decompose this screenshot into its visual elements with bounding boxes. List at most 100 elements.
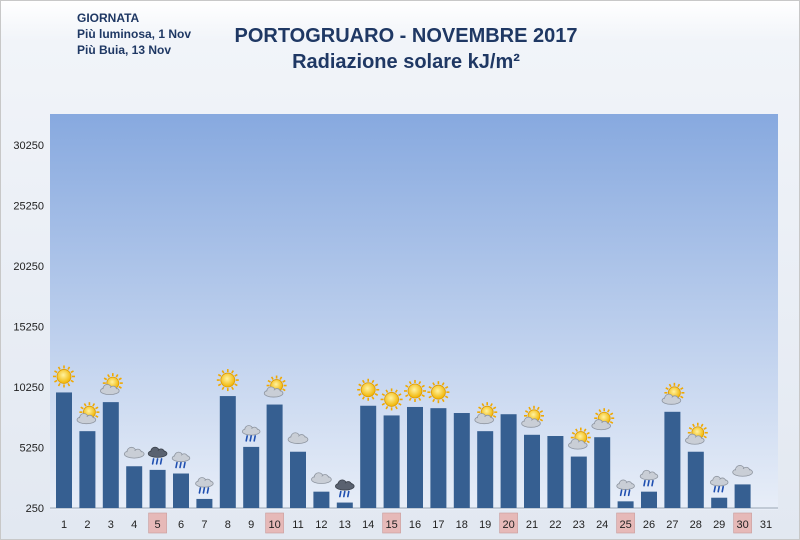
cloud-icon <box>123 446 145 459</box>
x-tick-label-11: 11 <box>292 519 303 531</box>
x-tick-label-15: 15 <box>385 519 397 531</box>
sun-icon <box>427 381 450 404</box>
y-tick-label: 25250 <box>13 201 44 213</box>
x-tick-label-20: 20 <box>502 519 514 531</box>
bar-day-8 <box>219 396 236 508</box>
bar-day-25 <box>617 501 634 508</box>
x-tick-label-8: 8 <box>225 519 231 531</box>
bar-day-28 <box>687 451 704 508</box>
weekend-marker-20 <box>499 512 518 534</box>
x-tick-label-6: 6 <box>178 519 184 531</box>
bar-day-23 <box>570 456 587 508</box>
chart-subtitle: Radiazione solare kJ/m² <box>292 51 520 73</box>
x-tick-label-5: 5 <box>155 519 161 531</box>
weekend-marker-10 <box>265 512 284 534</box>
x-tick-label-18: 18 <box>456 519 468 531</box>
bar-day-29 <box>711 497 728 508</box>
x-tick-label-13: 13 <box>339 519 351 531</box>
y-tick-label: 20250 <box>13 261 44 273</box>
x-tick-label-25: 25 <box>619 519 631 531</box>
cloud-rain-icon <box>710 475 729 493</box>
info-box: GIORNATA Più luminosa, 1 Nov Più Buia, 1… <box>77 10 191 58</box>
partly-cloudy-icon <box>521 405 544 428</box>
x-tick-label-1: 1 <box>61 519 67 531</box>
partly-cloudy-icon <box>591 408 615 431</box>
x-tick-label-3: 3 <box>108 519 114 531</box>
bar-day-13 <box>336 502 353 508</box>
x-tick-label-23: 23 <box>573 519 585 531</box>
y-tick-label: 5250 <box>20 443 44 455</box>
bar-day-3 <box>102 402 119 508</box>
bar-day-6 <box>173 473 189 508</box>
sun-icon <box>404 379 426 402</box>
partly-cloudy-icon <box>474 402 498 425</box>
bar-day-27 <box>664 411 681 508</box>
x-tick-label-29: 29 <box>713 519 725 531</box>
rain-icon <box>147 446 168 465</box>
y-tick-label: 250 <box>26 503 44 515</box>
rain-icon <box>335 479 355 498</box>
partly-cloudy-icon <box>76 402 100 425</box>
x-tick-label-2: 2 <box>84 519 90 531</box>
x-tick-label-21: 21 <box>526 519 538 531</box>
weekend-marker-5 <box>148 512 167 534</box>
partly-cloudy-icon <box>685 422 708 445</box>
cloud-rain-icon <box>616 479 635 497</box>
bar-day-15 <box>383 415 400 508</box>
bar-day-26 <box>641 491 657 508</box>
x-tick-label-4: 4 <box>131 519 137 531</box>
x-tick-label-22: 22 <box>549 519 561 531</box>
y-tick-label: 15250 <box>13 322 44 334</box>
info-darkest: Più Buia, 13 Nov <box>77 43 172 57</box>
bar-day-18 <box>453 413 470 508</box>
bar-day-12 <box>313 491 330 508</box>
bar-day-2 <box>79 431 96 508</box>
x-tick-label-17: 17 <box>432 519 444 531</box>
bar-day-11 <box>290 451 306 508</box>
x-tick-label-19: 19 <box>479 519 491 531</box>
sun-icon <box>357 378 380 401</box>
weekend-marker-15 <box>382 512 401 534</box>
bar-day-17 <box>430 408 447 508</box>
x-tick-label-7: 7 <box>201 519 207 531</box>
partly-cloudy-icon <box>100 373 123 396</box>
bar-day-10 <box>266 404 283 508</box>
cloud-icon <box>287 432 309 444</box>
bar-day-14 <box>360 405 377 508</box>
bar-day-22 <box>547 436 564 508</box>
weekend-marker-25 <box>616 512 635 534</box>
bar-day-24 <box>594 437 611 508</box>
x-tick-label-24: 24 <box>596 519 608 531</box>
x-tick-label-16: 16 <box>409 519 421 531</box>
cloud-rain-icon <box>171 451 191 469</box>
x-tick-label-27: 27 <box>666 519 678 531</box>
bar-day-4 <box>126 466 143 508</box>
cloud-icon <box>732 465 753 477</box>
x-tick-label-9: 9 <box>248 519 254 531</box>
info-brightest: Più luminosa, 1 Nov <box>77 27 192 41</box>
sun-icon <box>216 369 239 392</box>
info-heading: GIORNATA <box>77 11 140 25</box>
y-tick-label: 30250 <box>13 140 44 152</box>
x-tick-label-10: 10 <box>268 519 280 531</box>
y-tick-label: 10250 <box>13 382 44 394</box>
bar-day-21 <box>524 434 540 508</box>
bar-day-16 <box>407 406 423 508</box>
partly-cloudy-icon <box>661 382 685 405</box>
bar-day-20 <box>500 414 517 508</box>
chart-title-block: PORTOGRUARO - NOVEMBRE 2017 Radiazione s… <box>191 23 621 75</box>
chart-title: PORTOGRUARO - NOVEMBRE 2017 <box>234 25 578 47</box>
x-tick-label-30: 30 <box>736 519 748 531</box>
sun-icon <box>53 365 75 388</box>
bar-day-30 <box>734 484 751 508</box>
x-tick-label-28: 28 <box>690 519 702 531</box>
x-tick-label-26: 26 <box>643 519 655 531</box>
bar-day-5 <box>149 469 166 508</box>
cloud-icon <box>311 472 332 484</box>
weekend-marker-30 <box>733 512 752 534</box>
bar-day-7 <box>196 498 213 508</box>
x-tick-label-31: 31 <box>760 519 772 531</box>
bar-day-9 <box>243 446 260 508</box>
x-tick-label-12: 12 <box>315 519 327 531</box>
